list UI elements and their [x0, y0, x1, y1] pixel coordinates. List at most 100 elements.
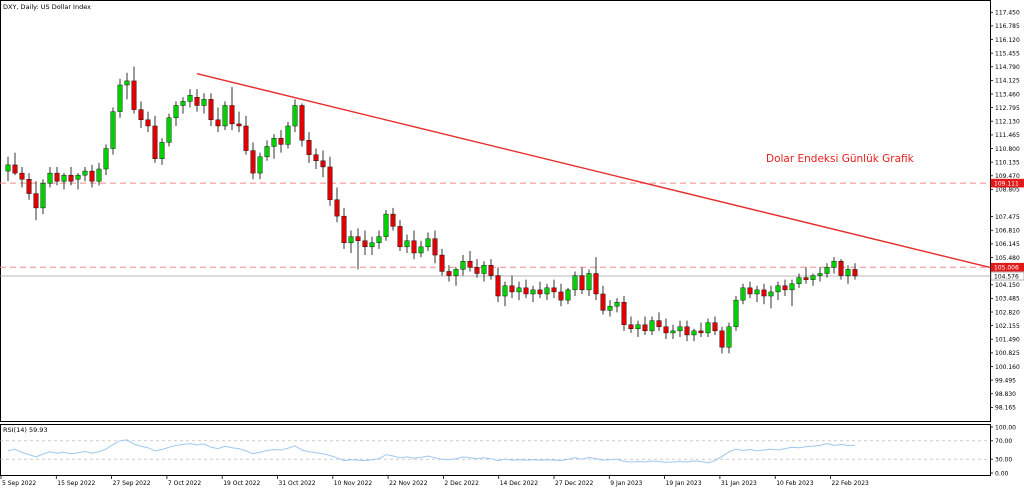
candle-bullish: [425, 232, 431, 251]
candle-bearish: [250, 142, 256, 180]
candle-bearish: [194, 89, 200, 112]
candle-body: [509, 285, 515, 293]
candle-body: [537, 289, 543, 295]
candle-bullish: [285, 121, 291, 149]
price-tick-label: 102.155: [995, 323, 1020, 330]
level-price-tag: [990, 262, 1024, 272]
candle-body: [19, 172, 25, 180]
candle-body: [607, 306, 613, 311]
candle-body: [705, 322, 711, 334]
candle-bullish: [418, 240, 424, 258]
candle-bullish: [166, 113, 172, 147]
candle-body: [712, 322, 718, 332]
level-price-tag: [990, 178, 1024, 188]
candle-bullish: [460, 255, 466, 276]
candle-body: [124, 80, 130, 86]
time-tick-label: 5 Sep 2022: [2, 480, 36, 487]
price-tick-label: 115.455: [995, 50, 1020, 57]
candle-bullish: [789, 279, 795, 307]
time-tick-label: 14 Dec 2022: [500, 480, 539, 487]
candle-bullish: [544, 283, 550, 301]
candle-body: [684, 326, 690, 336]
time-tick-label: 9 Jan 2023: [610, 480, 642, 487]
trendline[interactable]: [196, 73, 991, 269]
candle-bullish: [635, 320, 641, 337]
candle-bullish: [201, 93, 207, 114]
candle-bearish: [215, 107, 221, 133]
candle-bearish: [803, 267, 809, 284]
candle-bearish: [495, 267, 501, 303]
candle-body: [747, 287, 753, 295]
current-price-label: 104.576: [994, 273, 1019, 280]
time-tick-label: 7 Oct 2022: [168, 480, 201, 487]
price-tick-label: 100.160: [995, 364, 1020, 371]
candle-body: [215, 119, 221, 127]
candle-body: [642, 324, 648, 332]
candle-body: [488, 265, 494, 276]
price-tick-label: 108.805: [995, 187, 1020, 194]
candle-body: [243, 125, 249, 151]
candle-body: [355, 236, 361, 241]
candle-body: [222, 105, 228, 127]
candle-body: [803, 277, 809, 280]
price-tick-label: 117.450: [995, 10, 1020, 17]
candle-body: [593, 273, 599, 295]
candle-body: [348, 236, 354, 243]
candle-body: [817, 273, 823, 276]
candle-body: [313, 154, 319, 162]
candle-body: [838, 260, 844, 276]
candle-bearish: [474, 259, 480, 278]
candle-bearish: [26, 173, 32, 200]
price-tick-label: 111.465: [995, 132, 1020, 139]
candle-bullish: [292, 99, 298, 133]
candle-body: [271, 138, 277, 147]
candle-body: [495, 275, 501, 297]
candle-bearish: [663, 318, 669, 340]
candle-body: [474, 267, 480, 274]
candle-body: [698, 330, 704, 334]
candle-bullish: [96, 162, 102, 186]
candle-body: [257, 156, 263, 174]
candle-body: [432, 238, 438, 256]
candle-body: [418, 246, 424, 254]
candle-bullish: [61, 173, 67, 190]
time-tick-label: 31 Oct 2022: [279, 480, 316, 487]
candle-bullish: [516, 281, 522, 301]
candle-body: [740, 287, 746, 301]
time-tick-label: 15 Sep 2022: [57, 480, 95, 487]
candle-body: [831, 260, 837, 268]
price-tick-label: 105.480: [995, 255, 1020, 262]
candle-body: [334, 199, 340, 217]
candle-body: [327, 166, 333, 200]
candle-bullish: [159, 138, 165, 165]
candles-layer: [5, 66, 858, 354]
candle-bearish: [446, 265, 452, 282]
candle-body: [306, 140, 312, 155]
candle-body: [600, 293, 606, 311]
candle-bullish: [348, 230, 354, 253]
candle-bearish: [145, 111, 151, 133]
candle-body: [173, 105, 179, 118]
price-tick-label: 99.495: [995, 377, 1016, 384]
candle-body: [670, 330, 676, 334]
candle-bullish: [404, 234, 410, 253]
candle-bullish: [810, 273, 816, 286]
candle-bearish: [558, 283, 564, 307]
candle-body: [551, 287, 557, 293]
main-plot-frame: [0, 0, 991, 422]
candle-bullish: [796, 273, 802, 288]
price-tick-label: 113.460: [995, 91, 1020, 98]
candle-body: [187, 95, 193, 102]
candle-body: [565, 289, 571, 301]
candle-body: [656, 320, 662, 327]
candle-bearish: [432, 230, 438, 264]
time-tick-label: 19 Jan 2023: [666, 480, 702, 487]
candle-body: [558, 291, 564, 301]
candle-bullish: [453, 267, 459, 286]
candle-bearish: [313, 148, 319, 169]
candle-bearish: [362, 230, 368, 256]
candle-bullish: [110, 107, 116, 155]
candle-bearish: [621, 296, 627, 331]
candle-bullish: [831, 257, 837, 274]
candle-bullish: [376, 230, 382, 249]
